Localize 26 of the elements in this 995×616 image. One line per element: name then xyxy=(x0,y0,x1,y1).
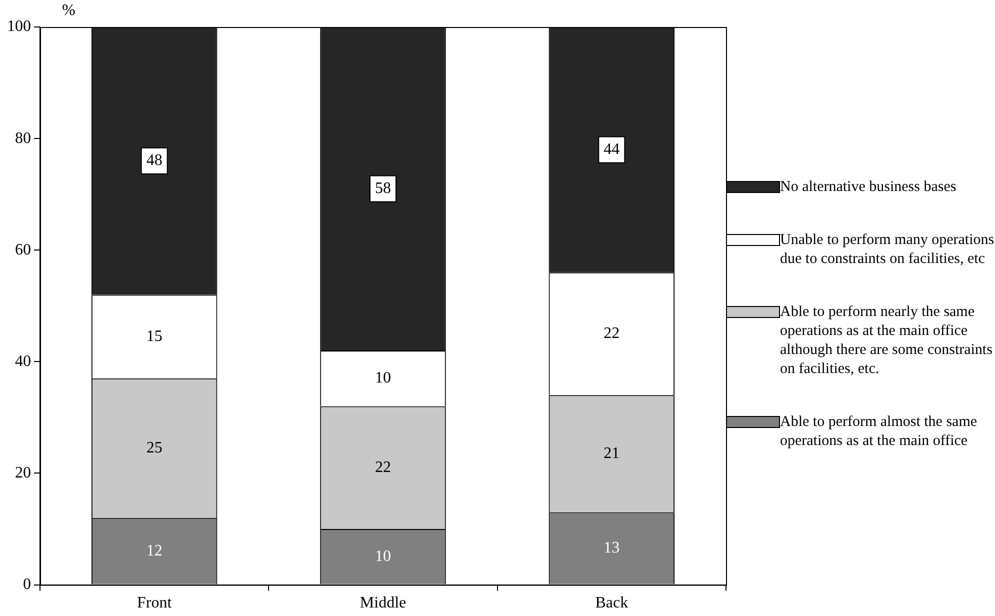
legend-label: No alternative business bases xyxy=(780,178,956,197)
x-tick-label: Middle xyxy=(360,594,406,612)
legend-label: Able to perform almost the same operations as at the main office xyxy=(780,413,978,451)
text: Unable to perform many operations due to constraints on facilities, etc xyxy=(780,231,995,269)
data-label: 44 xyxy=(604,140,620,158)
data-label: 22 xyxy=(604,324,620,342)
data-label: 48 xyxy=(146,152,162,170)
x-tick-label: Front xyxy=(136,594,172,612)
data-label: 12 xyxy=(146,542,162,560)
y-tick-label: 60 xyxy=(15,241,31,258)
y-tick-label: 80 xyxy=(15,130,31,147)
data-label: 10 xyxy=(375,548,391,565)
y-tick-label: 0 xyxy=(23,576,31,594)
x-tick-label: Back xyxy=(595,594,628,612)
data-label: 15 xyxy=(146,328,162,345)
y-tick-label: 20 xyxy=(15,464,31,482)
data-label: 13 xyxy=(604,539,620,556)
y-tick-label: 100 xyxy=(7,18,31,36)
y-tick-label: 40 xyxy=(15,352,31,370)
data-label: 21 xyxy=(604,444,620,462)
data-label: 22 xyxy=(375,458,391,476)
data-label: 58 xyxy=(375,180,391,197)
legend-label: Able to perform nearly the same operations as at the main office although there are some constraints on facilities, etc. xyxy=(780,303,994,379)
y-axis-title: % xyxy=(62,2,76,20)
data-label: 25 xyxy=(146,439,162,456)
data-label: 10 xyxy=(375,370,391,387)
